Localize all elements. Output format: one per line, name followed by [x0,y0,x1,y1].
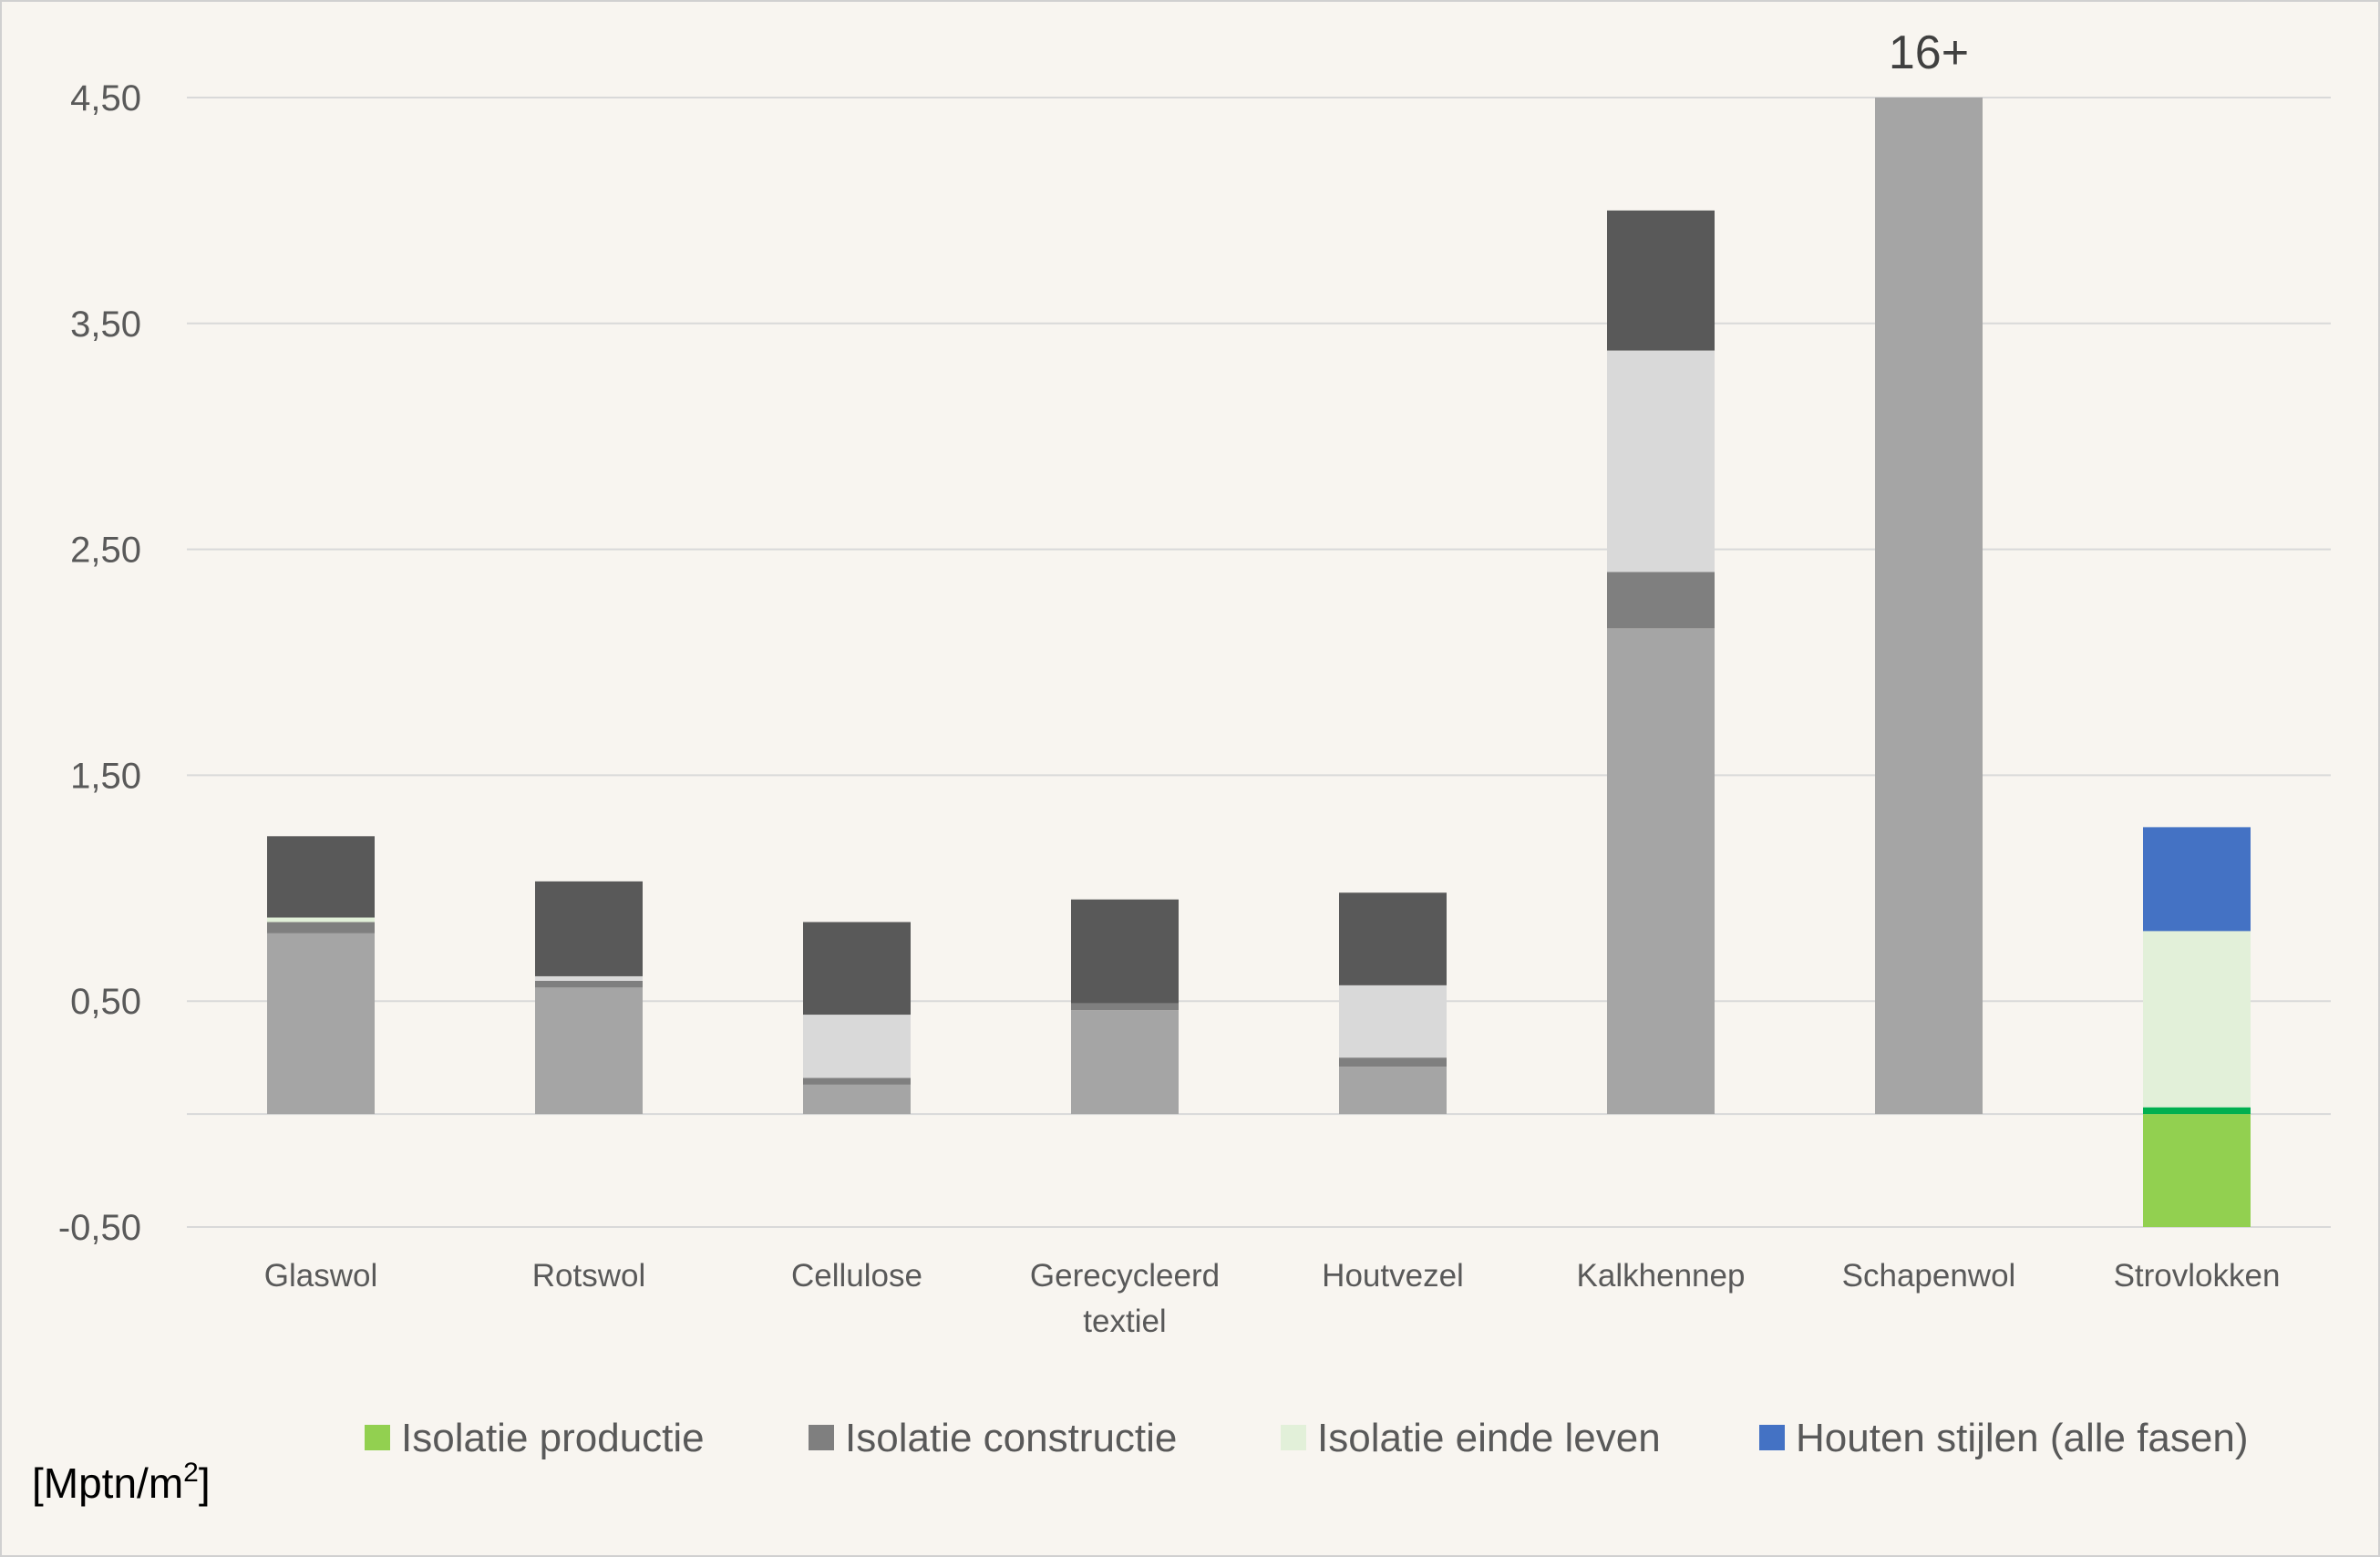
y-tick-label: -0,50 [58,1208,141,1248]
bar-segment [267,933,375,1115]
bar-segment [2143,1114,2251,1227]
legend-swatch [1281,1425,1306,1450]
category-label: Rotswol [532,1258,645,1294]
bar-segment [535,975,643,981]
bar-segment [535,980,643,988]
y-tick-label: 4,50 [70,78,141,119]
category-label: Kalkhennep [1577,1258,1746,1294]
bar-segment [1339,1057,1447,1067]
bar-segment [1339,985,1447,1058]
legend-label: Isolatie productie [401,1416,705,1460]
category-label: Gerecycleerd [1030,1258,1220,1294]
bar-segment [535,881,643,976]
bar-segment [803,1084,911,1115]
bar-segment [803,1078,911,1085]
bar-segment [1875,98,1983,1115]
category-label: Houtvezel [1322,1258,1464,1294]
bar-segment [1607,350,1715,572]
bar-segment [267,836,375,918]
y-tick-label: 2,50 [70,531,141,571]
category-label: textiel [1083,1304,1166,1339]
bar-segment [535,987,643,1115]
legend-swatch [809,1425,834,1450]
bar-segment [2143,1107,2251,1115]
bar-segment [1607,572,1715,629]
category-label: Schapenwol [1842,1258,2016,1294]
y-tick-label: 3,50 [70,304,141,345]
bar-segment [267,917,375,923]
legend-label: Houten stijlen (alle fasen) [1796,1416,2248,1460]
legend-label: Isolatie einde leven [1317,1416,1661,1460]
category-label: Strovlokken [2114,1258,2281,1294]
bar-segment [1607,628,1715,1115]
unit-label: [Mptn/m2] [32,1458,211,1507]
bar-segment [1071,1010,1179,1115]
bar-segment [1607,210,1715,351]
bar-segment [267,922,375,933]
bar-segment [2143,931,2251,1108]
bar-segment [1071,899,1179,1004]
bar-segment [803,922,911,1016]
bar-segment [1339,1067,1447,1115]
y-tick-label: 0,50 [70,982,141,1022]
y-tick-label: 1,50 [70,756,141,796]
bar-annotation: 16+ [1889,26,1969,79]
category-label: Cellulose [791,1258,922,1294]
bar-segment [1071,1003,1179,1011]
legend-swatch [365,1425,390,1450]
category-label: Glaswol [264,1258,377,1294]
bar-segment [803,1015,911,1078]
bar-segment [2143,827,2251,932]
legend-label: Isolatie constructie [845,1416,1177,1460]
bar-segment [1339,892,1447,985]
legend-swatch [1759,1425,1785,1450]
